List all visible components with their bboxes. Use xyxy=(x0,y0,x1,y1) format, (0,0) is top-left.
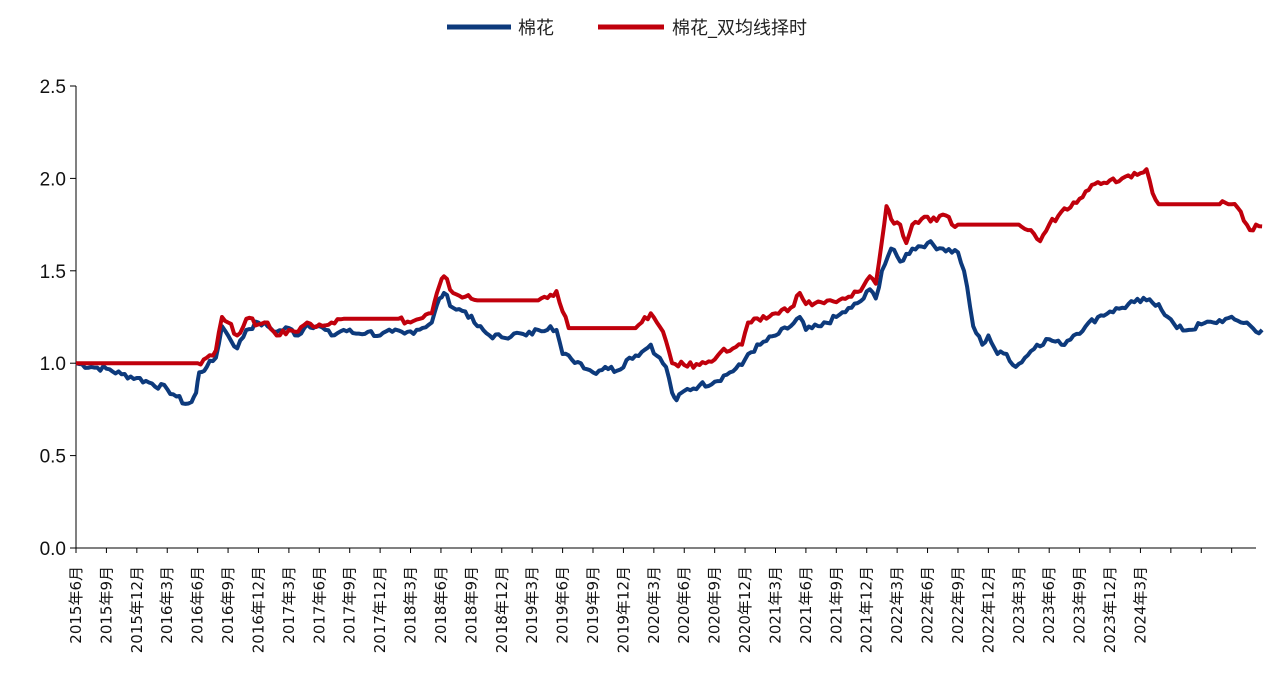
series-group xyxy=(75,167,1264,406)
x-tick-label: 2021年3月 xyxy=(766,566,784,644)
x-tick-label: 2022年6月 xyxy=(919,566,937,644)
x-tick-label: 2015年12月 xyxy=(128,566,146,653)
y-tick-label: 2.5 xyxy=(40,77,66,98)
x-tick-label: 2019年6月 xyxy=(554,566,572,644)
x-tick-label: 2017年3月 xyxy=(280,566,298,644)
x-tick-label: 2015年9月 xyxy=(97,566,115,644)
legend: 棉花 棉花_双均线择时 xyxy=(447,18,807,39)
x-tick-label: 2023年12月 xyxy=(1101,566,1119,653)
x-tick-label: 2016年6月 xyxy=(189,566,207,644)
x-tick-label: 2016年12月 xyxy=(249,566,267,653)
x-tick-label: 2019年9月 xyxy=(584,566,602,644)
x-tick-label: 2021年6月 xyxy=(797,566,815,644)
x-tick-label: 2020年12月 xyxy=(736,566,754,653)
series-line-cotton-ma-timing xyxy=(76,167,1263,370)
y-tick-label: 1.0 xyxy=(40,354,66,375)
y-tick-label: 2.0 xyxy=(40,169,66,190)
y-tick-label: 1.5 xyxy=(40,262,66,283)
x-tick-label: 2023年6月 xyxy=(1040,566,1058,644)
x-tick-label: 2018年6月 xyxy=(432,566,450,644)
x-tick-label: 2023年9月 xyxy=(1071,566,1089,644)
x-tick-label: 2017年6月 xyxy=(310,566,328,644)
x-tick-label: 2017年12月 xyxy=(371,566,389,653)
legend-label-cotton: 棉花 xyxy=(518,18,554,39)
x-tick-label: 2018年9月 xyxy=(462,566,480,644)
x-tick-label: 2022年9月 xyxy=(949,566,967,644)
x-tick-label: 2022年12月 xyxy=(979,566,997,653)
x-tick-label: 2018年12月 xyxy=(493,566,511,653)
x-tick-label: 2024年3月 xyxy=(1131,566,1149,644)
y-tick-group: 0.0 0.5 1.0 1.5 2.0 2.5 xyxy=(40,77,76,560)
x-tick-label: 2018年3月 xyxy=(402,566,420,644)
y-tick-label: 0.0 xyxy=(40,539,66,560)
x-tick-label: 2016年3月 xyxy=(158,566,176,644)
x-tick-label: 2020年3月 xyxy=(645,566,663,644)
x-tick-label: 2023年3月 xyxy=(1010,566,1028,644)
y-tick-label: 0.5 xyxy=(40,447,66,468)
x-tick-label: 2020年6月 xyxy=(675,566,693,644)
x-tick-label: 2019年3月 xyxy=(523,566,541,644)
x-tick-label: 2019年12月 xyxy=(614,566,632,653)
x-tick-label: 2022年3月 xyxy=(888,566,906,644)
x-tick-label: 2017年9月 xyxy=(341,566,359,644)
x-tick-label: 2015年6月 xyxy=(67,566,85,644)
x-tick-label: 2021年9月 xyxy=(827,566,845,644)
x-tick-group: 2015年6月 2015年9月 2015年12月 2016年3月 2016年6月 2016… xyxy=(67,548,1233,653)
x-tick-label: 2020年9月 xyxy=(706,566,724,644)
x-tick-label: 2016年9月 xyxy=(219,566,237,644)
x-tick-label: 2021年12月 xyxy=(858,566,876,653)
legend-label-cotton-ma-timing: 棉花_双均线择时 xyxy=(672,18,807,39)
